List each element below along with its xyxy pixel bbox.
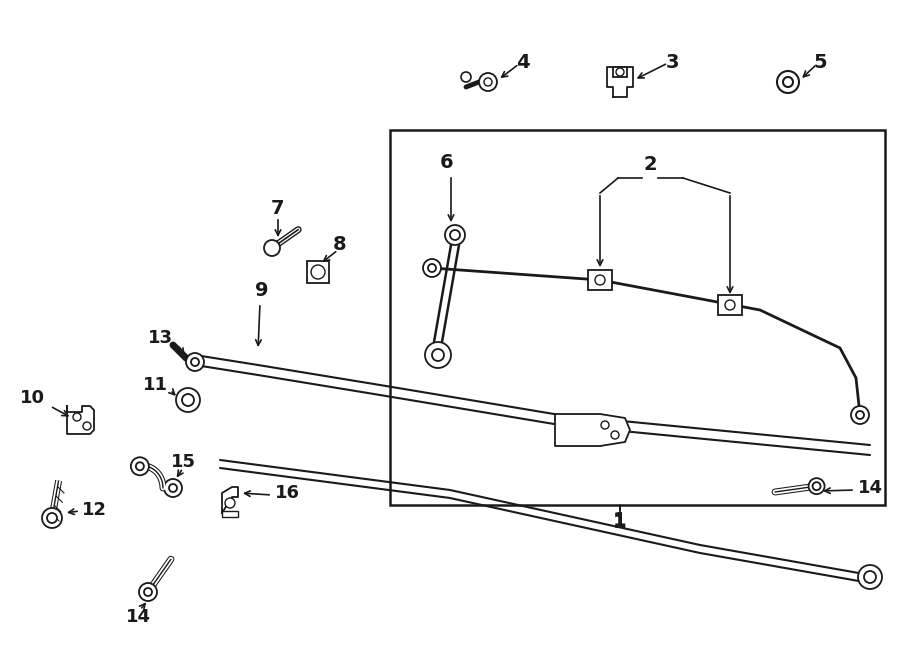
Circle shape	[225, 498, 235, 508]
Text: 2: 2	[644, 155, 657, 175]
Circle shape	[186, 353, 204, 371]
Text: 12: 12	[82, 501, 107, 519]
Circle shape	[83, 422, 91, 430]
Bar	[613, 67, 627, 77]
Text: 4: 4	[517, 52, 530, 71]
Circle shape	[851, 406, 869, 424]
Circle shape	[864, 571, 876, 583]
Bar	[307, 261, 329, 283]
Circle shape	[445, 225, 465, 245]
Text: 14: 14	[125, 608, 150, 626]
Circle shape	[425, 342, 451, 368]
Text: 9: 9	[256, 280, 269, 299]
Text: 10: 10	[20, 389, 44, 407]
Bar	[222, 511, 238, 517]
Text: 3: 3	[665, 52, 679, 71]
Text: 7: 7	[271, 198, 284, 217]
Circle shape	[176, 388, 200, 412]
Circle shape	[777, 71, 799, 93]
Bar	[390, 130, 885, 505]
Circle shape	[130, 457, 148, 475]
Text: 11: 11	[142, 376, 167, 394]
Circle shape	[423, 259, 441, 277]
Circle shape	[601, 421, 609, 429]
Polygon shape	[555, 414, 630, 446]
Polygon shape	[607, 67, 633, 97]
Text: 8: 8	[333, 235, 346, 254]
Circle shape	[450, 230, 460, 240]
Circle shape	[595, 275, 605, 285]
Circle shape	[611, 431, 619, 439]
Bar	[588, 270, 612, 290]
Circle shape	[169, 484, 177, 492]
Circle shape	[191, 358, 199, 366]
Circle shape	[484, 78, 492, 86]
Circle shape	[144, 588, 152, 596]
Circle shape	[856, 411, 864, 419]
Text: 1: 1	[613, 510, 626, 529]
Circle shape	[808, 478, 824, 494]
Circle shape	[858, 565, 882, 589]
Text: 15: 15	[170, 453, 195, 471]
Polygon shape	[67, 406, 94, 434]
Circle shape	[616, 68, 624, 76]
Circle shape	[264, 240, 280, 256]
Circle shape	[479, 73, 497, 91]
Circle shape	[432, 349, 444, 361]
Circle shape	[783, 77, 793, 87]
Circle shape	[136, 462, 144, 470]
Circle shape	[164, 479, 182, 497]
Circle shape	[725, 300, 735, 310]
Text: 5: 5	[814, 52, 827, 71]
Text: 16: 16	[275, 484, 300, 502]
Circle shape	[42, 508, 62, 528]
Text: 1: 1	[613, 512, 626, 531]
Circle shape	[813, 482, 821, 490]
Circle shape	[461, 72, 471, 82]
Text: 6: 6	[440, 153, 454, 171]
Circle shape	[182, 394, 194, 406]
Bar	[718, 295, 742, 315]
Text: 13: 13	[148, 329, 173, 347]
Polygon shape	[222, 487, 238, 513]
Text: 14: 14	[858, 479, 883, 497]
Circle shape	[47, 513, 57, 523]
Circle shape	[428, 264, 436, 272]
Circle shape	[311, 265, 325, 279]
Circle shape	[73, 413, 81, 421]
Circle shape	[139, 583, 157, 601]
